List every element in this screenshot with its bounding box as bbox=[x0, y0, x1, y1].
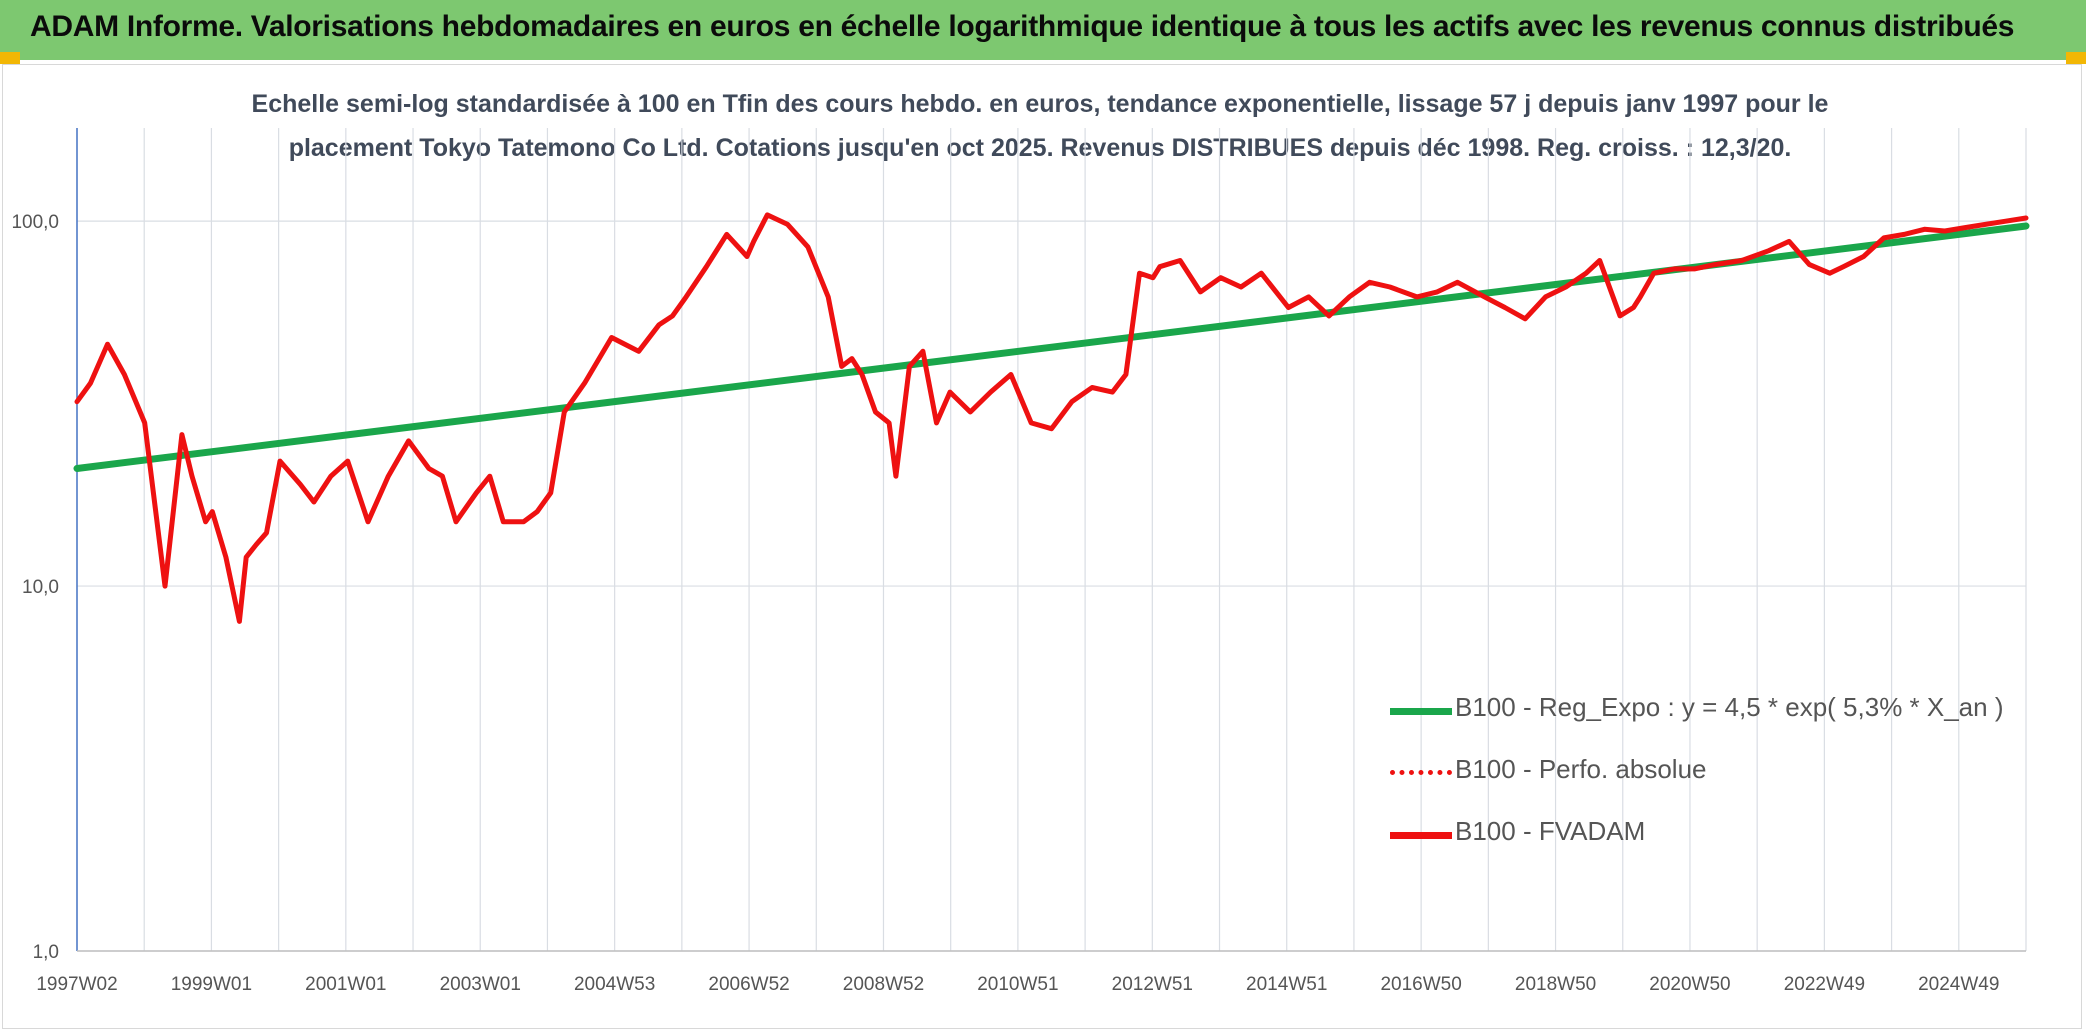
y-tick-label: 10,0 bbox=[22, 577, 59, 598]
chart-frame bbox=[2, 64, 2082, 1029]
x-tick-label: 2018W50 bbox=[1515, 974, 1596, 995]
x-tick-label: 2022W49 bbox=[1784, 974, 1865, 995]
x-tick-label: 2004W53 bbox=[574, 974, 655, 995]
header-bar: ADAM Informe. Valorisations hebdomadaire… bbox=[0, 0, 2086, 60]
x-tick-label: 2006W52 bbox=[708, 974, 789, 995]
page-title: ADAM Informe. Valorisations hebdomadaire… bbox=[30, 10, 2015, 43]
x-tick-label: 2010W51 bbox=[977, 974, 1058, 995]
x-tick-label: 2024W49 bbox=[1918, 974, 1999, 995]
x-tick-label: 1997W02 bbox=[36, 974, 117, 995]
legend-swatch-dotted-red bbox=[1390, 770, 1452, 775]
legend-label-fvadam: B100 - FVADAM bbox=[1455, 816, 1646, 846]
x-tick-label: 2003W01 bbox=[440, 974, 521, 995]
x-tick-label: 2012W51 bbox=[1112, 974, 1193, 995]
y-tick-label: 1,0 bbox=[33, 942, 59, 963]
corner-marker-right bbox=[2066, 52, 2086, 64]
grid-lines bbox=[77, 128, 2027, 952]
chart-title-line1: Echelle semi-log standardisée à 100 en T… bbox=[251, 90, 1829, 118]
tick-labels: 1,0 10,0 100,0 1997W02 1999W01 2001W01 2003W01… bbox=[11, 212, 1999, 995]
corner-marker-left bbox=[0, 52, 20, 64]
legend-swatch-green-line bbox=[1390, 708, 1452, 715]
chart-title-line2: placement Tokyo Tatemono Co Ltd. Cotatio… bbox=[288, 134, 1792, 162]
legend-swatch-red-line bbox=[1390, 832, 1452, 839]
x-tick-label: 2016W50 bbox=[1380, 974, 1461, 995]
axes bbox=[76, 128, 2026, 952]
legend-label-perfo: B100 - Perfo. absolue bbox=[1455, 754, 1707, 784]
x-tick-label: 2008W52 bbox=[843, 974, 924, 995]
series bbox=[73, 212, 2030, 624]
x-tick-label: 1999W01 bbox=[171, 974, 252, 995]
x-tick-label: 2001W01 bbox=[305, 974, 386, 995]
y-tick-label: 100,0 bbox=[11, 212, 59, 233]
fvadam-line bbox=[74, 212, 2029, 624]
legend-label-regression: B100 - Reg_Expo : y = 4,5 * exp( 5,3% * … bbox=[1455, 692, 2004, 722]
x-tick-label: 2020W50 bbox=[1649, 974, 1730, 995]
x-tick-label: 2014W51 bbox=[1246, 974, 1327, 995]
